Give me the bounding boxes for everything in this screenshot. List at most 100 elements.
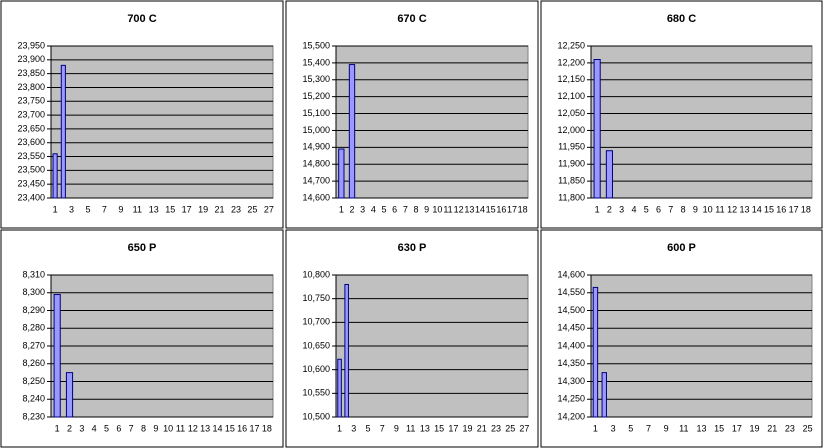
y-tick-label: 10,500 <box>302 411 330 421</box>
x-tick-label: 7 <box>403 204 408 214</box>
y-tick-label: 10,700 <box>302 317 330 327</box>
y-tick-label: 8,300 <box>22 287 45 297</box>
x-tick-label: 8 <box>681 204 686 214</box>
y-tick-label: 12,100 <box>557 91 585 101</box>
x-tick-label: 25 <box>505 423 515 433</box>
x-tick-label: 17 <box>448 423 458 433</box>
bar <box>593 59 601 199</box>
bar <box>605 150 613 199</box>
x-tick-label: 18 <box>262 423 272 433</box>
x-tick-label: 13 <box>420 423 430 433</box>
x-tick-label: 21 <box>215 204 225 214</box>
x-tick-label: 11 <box>406 423 415 433</box>
y-tick-label: 23,500 <box>17 165 45 175</box>
y-tick-label: 23,800 <box>17 82 45 92</box>
x-tick-label: 8 <box>141 423 146 433</box>
x-tick-label: 12 <box>727 204 737 214</box>
x-tick-label: 12 <box>188 423 198 433</box>
y-tick-label: 15,200 <box>302 91 330 101</box>
bar <box>337 358 342 418</box>
y-tick-label: 14,450 <box>557 323 585 333</box>
x-tick-label: 4 <box>631 204 636 214</box>
y-tick-label: 15,300 <box>302 74 330 84</box>
chart-panel: 630 P 10,500 10,550 10,600 10,650 10,700 10,75… <box>285 229 539 448</box>
x-tick-label: 19 <box>750 423 760 433</box>
x-tick-label: 6 <box>116 423 121 433</box>
x-tick-label: 11 <box>715 204 724 214</box>
x-tick-label: 11 <box>443 204 452 214</box>
x-tick-label: 9 <box>394 423 399 433</box>
x-tick-label: 2 <box>607 204 612 214</box>
chart-title: 600 P <box>667 242 696 254</box>
x-tick-label: 6 <box>656 204 661 214</box>
chart-title: 650 P <box>128 242 157 254</box>
x-tick-label: 21 <box>477 423 487 433</box>
x-tick-label: 7 <box>646 423 651 433</box>
y-tick-label: 23,550 <box>17 151 45 161</box>
x-tick-label: 3 <box>351 423 356 433</box>
x-tick-label: 3 <box>360 204 365 214</box>
y-tick-label: 15,500 <box>302 40 330 50</box>
y-tick-label: 23,750 <box>17 96 45 106</box>
y-tick-label: 10,550 <box>302 388 330 398</box>
y-tick-label: 14,200 <box>557 411 585 421</box>
y-tick-label: 10,600 <box>302 364 330 374</box>
x-tick-label: 14 <box>752 204 762 214</box>
y-tick-label: 14,300 <box>557 376 585 386</box>
chart-title: 630 P <box>398 242 427 254</box>
y-tick-label: 14,350 <box>557 358 585 368</box>
chart-panel: 650 P 8,230 8,240 8,250 8,260 8,270 8,280 8,290… <box>0 229 284 448</box>
y-tick-label: 23,600 <box>17 137 45 147</box>
y-tick-label: 15,400 <box>302 57 330 67</box>
x-tick-label: 9 <box>424 204 429 214</box>
x-tick-label: 7 <box>102 204 107 214</box>
x-tick-label: 18 <box>801 204 811 214</box>
y-tick-label: 8,270 <box>22 340 45 350</box>
x-tick-label: 3 <box>69 204 74 214</box>
x-tick-label: 15 <box>764 204 774 214</box>
x-tick-label: 17 <box>249 423 259 433</box>
y-tick-label: 14,700 <box>302 175 330 185</box>
x-tick-label: 19 <box>198 204 208 214</box>
bar <box>344 283 349 418</box>
y-tick-label: 15,000 <box>302 125 330 135</box>
x-tick-label: 23 <box>785 423 795 433</box>
chart-title: 700 C <box>127 13 156 25</box>
y-tick-label: 14,600 <box>557 269 585 279</box>
x-tick-label: 17 <box>732 423 742 433</box>
x-tick-label: 16 <box>496 204 506 214</box>
bar <box>52 153 58 199</box>
x-tick-label: 13 <box>149 204 159 214</box>
x-tick-label: 10 <box>703 204 713 214</box>
y-tick-label: 12,150 <box>557 74 585 84</box>
x-tick-label: 8 <box>413 204 418 214</box>
x-tick-label: 17 <box>182 204 192 214</box>
y-tick-label: 14,400 <box>557 340 585 350</box>
x-tick-label: 10 <box>163 423 173 433</box>
x-tick-label: 5 <box>644 204 649 214</box>
x-tick-label: 15 <box>714 423 724 433</box>
x-tick-label: 5 <box>85 204 90 214</box>
y-tick-label: 15,100 <box>302 108 330 118</box>
x-tick-label: 1 <box>55 423 60 433</box>
x-tick-label: 13 <box>739 204 749 214</box>
x-tick-label: 5 <box>365 423 370 433</box>
x-tick-label: 13 <box>464 204 474 214</box>
y-tick-label: 11,950 <box>558 142 585 152</box>
x-tick-label: 25 <box>803 423 813 433</box>
x-tick-label: 2 <box>67 423 72 433</box>
y-tick-label: 10,650 <box>302 340 330 350</box>
x-tick-label: 2 <box>349 204 354 214</box>
y-tick-label: 8,290 <box>22 305 45 315</box>
y-tick-label: 10,750 <box>302 293 330 303</box>
x-tick-label: 16 <box>237 423 247 433</box>
x-tick-label: 11 <box>176 423 185 433</box>
x-tick-label: 1 <box>593 423 598 433</box>
plot-area <box>590 45 813 199</box>
y-tick-label: 23,950 <box>17 40 45 50</box>
y-tick-label: 11,850 <box>558 175 585 185</box>
x-tick-label: 3 <box>79 423 84 433</box>
bar <box>592 286 599 418</box>
x-tick-label: 1 <box>595 204 600 214</box>
